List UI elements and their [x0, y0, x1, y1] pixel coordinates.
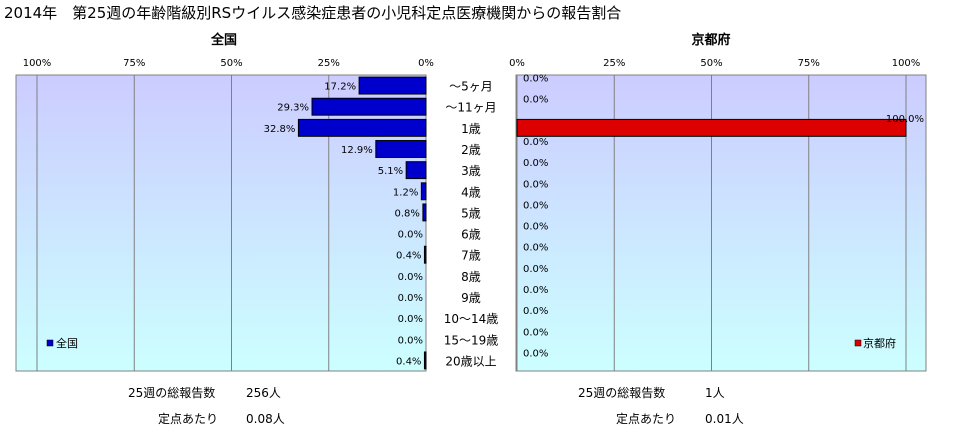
national-legend-label: 全国: [56, 336, 78, 350]
category-label: 8歳: [461, 270, 481, 284]
category-label: 9歳: [461, 291, 481, 305]
kyoto-legend-swatch: [854, 339, 862, 347]
national-value-label: 0.0%: [398, 230, 423, 241]
kyoto-value-label: 0.0%: [523, 327, 548, 338]
kyoto-total-value: 1人: [705, 386, 725, 400]
kyoto-bar: [516, 118, 907, 137]
category-label: 3歳: [461, 164, 481, 178]
category-label: 10～14歳: [444, 312, 499, 326]
national-bar: [405, 161, 427, 180]
national-bar: [420, 182, 427, 201]
kyoto-total-label: 25週の総報告数: [578, 386, 666, 400]
kyoto-per-label: 定点あたり: [616, 412, 677, 426]
chart-main-title: 2014年 第25週の年齢階級別RSウイルス感染症患者の小児科定点医療機関からの…: [4, 4, 622, 22]
national-value-label: 0.0%: [398, 293, 423, 304]
category-label: 2歳: [461, 143, 481, 157]
national-bar: [423, 245, 427, 264]
national-tick-label: 0%: [418, 58, 434, 69]
national-value-label: 0.4%: [396, 356, 421, 367]
national-tick-label: 75%: [123, 58, 145, 69]
kyoto-value-label: 0.0%: [523, 348, 548, 359]
national-value-label: 0.4%: [396, 251, 421, 262]
national-per-label: 定点あたり: [158, 412, 219, 426]
category-label: 20歳以上: [445, 354, 496, 368]
national-legend-swatch: [46, 339, 54, 347]
kyoto-tick-label: 0%: [509, 58, 525, 69]
national-bar: [423, 351, 427, 370]
national-tick-label: 25%: [318, 58, 340, 69]
national-bar: [311, 97, 427, 116]
category-label: ～5ヶ月: [449, 80, 493, 94]
category-label: 15～19歳: [444, 333, 499, 347]
national-total-label: 25週の総報告数: [128, 386, 216, 400]
national-value-label: 0.8%: [394, 208, 419, 219]
national-per-value: 0.08人: [246, 412, 285, 426]
kyoto-per-value: 0.01人: [705, 412, 744, 426]
category-label: 4歳: [461, 185, 481, 199]
kyoto-value-label: 0.0%: [523, 306, 548, 317]
kyoto-value-label: 0.0%: [523, 264, 548, 275]
national-total-value: 256人: [246, 386, 281, 400]
national-value-label: 32.8%: [264, 124, 296, 135]
kyoto-legend-label: 京都府: [863, 336, 896, 350]
kyoto-value-label: 0.0%: [523, 285, 548, 296]
category-label: ～11ヶ月: [445, 101, 496, 115]
kyoto-value-label: 100.0%: [886, 114, 924, 125]
kyoto-value-label: 0.0%: [523, 95, 548, 106]
kyoto-value-label: 0.0%: [523, 222, 548, 233]
kyoto-value-label: 0.0%: [523, 158, 548, 169]
national-bar: [297, 118, 427, 137]
national-bar: [375, 140, 427, 158]
national-panel-title: 全国: [210, 32, 237, 48]
national-bar: [358, 76, 427, 95]
kyoto-value-label: 0.0%: [523, 243, 548, 254]
national-value-label: 1.2%: [393, 187, 418, 198]
category-label: 1歳: [461, 122, 481, 136]
kyoto-value-label: 0.0%: [523, 137, 548, 148]
national-bar: [422, 203, 427, 222]
national-tick-label: 100%: [23, 58, 52, 69]
category-label: 7歳: [461, 249, 481, 263]
kyoto-value-label: 0.0%: [523, 74, 548, 85]
national-value-label: 5.1%: [378, 166, 403, 177]
kyoto-tick-label: 100%: [892, 58, 921, 69]
kyoto-panel-title: 京都府: [691, 32, 730, 48]
category-label: 6歳: [461, 228, 481, 242]
national-value-label: 0.0%: [398, 272, 423, 283]
national-value-label: 0.0%: [398, 335, 423, 346]
kyoto-value-label: 0.0%: [523, 200, 548, 211]
national-value-label: 0.0%: [398, 314, 423, 325]
national-value-label: 17.2%: [324, 82, 356, 93]
category-label: 5歳: [461, 206, 481, 220]
national-value-label: 12.9%: [341, 145, 373, 156]
kyoto-tick-label: 75%: [798, 58, 820, 69]
national-tick-label: 50%: [220, 58, 242, 69]
kyoto-value-label: 0.0%: [523, 179, 548, 190]
kyoto-tick-label: 50%: [700, 58, 722, 69]
kyoto-tick-label: 25%: [603, 58, 625, 69]
national-value-label: 29.3%: [277, 103, 309, 114]
